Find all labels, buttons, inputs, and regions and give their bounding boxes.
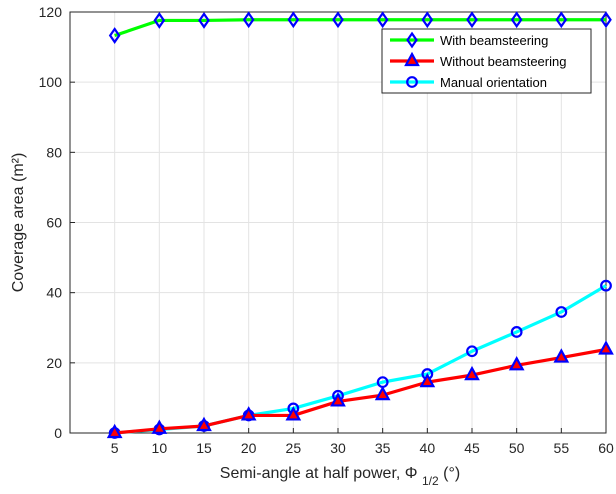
diamond-marker xyxy=(198,11,210,29)
y-tick-label: 20 xyxy=(46,355,62,371)
y-tick-label: 40 xyxy=(46,285,62,301)
series-without-beamsteering xyxy=(106,340,614,439)
triangle-marker xyxy=(464,365,480,381)
triangle-marker xyxy=(240,406,257,421)
x-axis-label-unit: (°) xyxy=(443,465,460,482)
diamond-marker xyxy=(332,11,344,29)
x-tick-label: 50 xyxy=(509,440,525,456)
x-tick-label: 10 xyxy=(152,440,168,456)
circle-marker xyxy=(466,345,478,358)
diamond-marker xyxy=(406,31,418,49)
diamond-marker xyxy=(108,27,121,44)
triangle-marker xyxy=(553,348,570,363)
circle-marker xyxy=(555,306,568,318)
diamond-marker xyxy=(555,11,568,29)
series-line xyxy=(114,18,606,38)
y-tick-label: 120 xyxy=(39,4,63,20)
diamond-marker xyxy=(242,11,255,29)
x-axis: 5 10 15 20 25 30 35 40 45 50 55 60 xyxy=(111,428,614,456)
legend-item: Manual orientation xyxy=(390,75,547,90)
diamond-marker xyxy=(510,11,523,29)
series-line xyxy=(114,284,607,435)
diamond-marker xyxy=(376,11,389,29)
series-layer xyxy=(106,11,614,439)
series-line xyxy=(114,347,607,435)
x-axis-label-main: Semi-angle at half power, xyxy=(220,465,401,482)
triangle-marker xyxy=(106,423,123,439)
x-tick-label: 15 xyxy=(196,440,212,456)
triangle-marker xyxy=(404,51,420,67)
legend-label: Without beamsteering xyxy=(440,54,566,69)
y-tick-label: 100 xyxy=(39,74,63,90)
triangle-marker xyxy=(508,355,525,371)
diamond-marker xyxy=(153,11,166,29)
x-axis-label-subscript: 1/2 xyxy=(422,474,439,488)
y-axis: 0 20 40 60 80 100 120 xyxy=(39,4,75,441)
x-tick-label: 60 xyxy=(598,440,614,456)
x-axis-label: Semi-angle at half power, Φ 1/2 (°) xyxy=(220,465,460,488)
y-tick-label: 80 xyxy=(46,144,62,160)
triangle-marker xyxy=(419,372,436,388)
x-tick-label: 20 xyxy=(241,440,257,456)
circle-marker xyxy=(510,326,523,338)
triangle-marker xyxy=(196,416,212,432)
x-tick-label: 5 xyxy=(111,440,119,456)
triangle-marker xyxy=(330,392,346,407)
legend-label: With beamsteering xyxy=(440,33,548,48)
diamond-marker xyxy=(421,11,434,29)
x-tick-label: 45 xyxy=(464,440,480,456)
triangle-marker xyxy=(598,340,614,355)
x-tick-label: 25 xyxy=(286,440,302,456)
x-tick-label: 35 xyxy=(375,440,391,456)
y-axis-label: Coverage area (m²) xyxy=(10,153,27,293)
x-tick-label: 55 xyxy=(554,440,570,456)
diamond-marker xyxy=(466,11,478,29)
series-manual-orientation xyxy=(108,279,612,439)
legend: With beamsteering Without beamsteering Man… xyxy=(381,28,592,94)
diamond-marker xyxy=(287,11,300,29)
legend-item: Without beamsteering xyxy=(390,51,566,69)
triangle-marker xyxy=(374,385,391,401)
triangle-marker xyxy=(151,419,168,434)
legend-item: With beamsteering xyxy=(390,31,548,49)
x-tick-label: 40 xyxy=(420,440,436,456)
y-tick-label: 0 xyxy=(54,425,62,441)
triangle-marker xyxy=(285,406,302,421)
circle-marker xyxy=(600,279,612,292)
y-tick-label: 60 xyxy=(46,215,62,231)
diamond-marker xyxy=(600,11,612,29)
series-with-beamsteering xyxy=(108,11,612,44)
circle-marker xyxy=(406,76,418,88)
legend-label: Manual orientation xyxy=(440,75,547,90)
x-tick-label: 30 xyxy=(330,440,346,456)
x-axis-label-symbol: Φ xyxy=(405,465,418,482)
